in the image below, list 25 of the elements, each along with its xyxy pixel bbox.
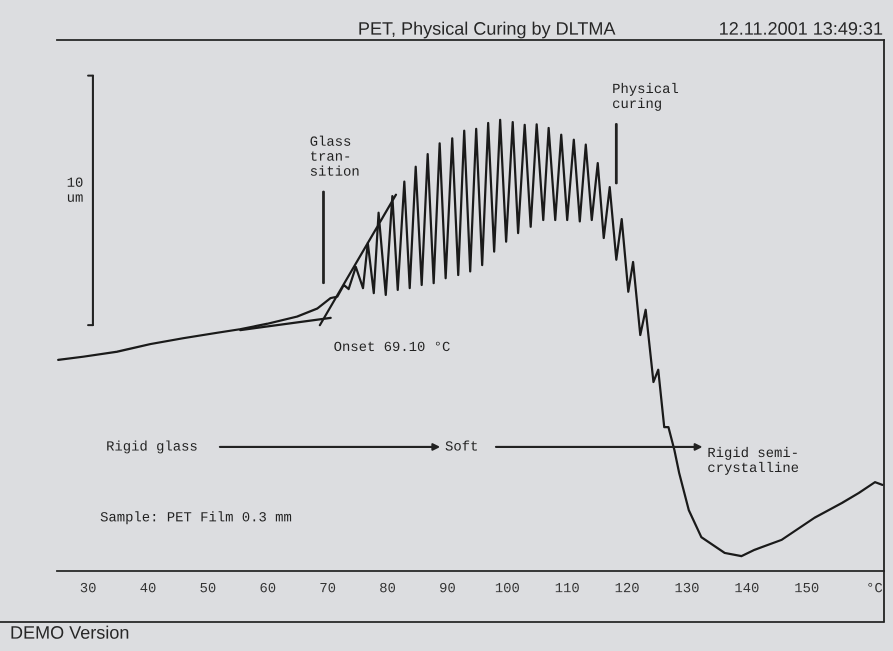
x-tick-label: 60 <box>260 582 276 592</box>
annotation: Rigid glass <box>107 440 197 454</box>
annotation: Rigid semi- crystalline <box>708 446 798 475</box>
annotation: 10 um <box>68 178 83 202</box>
x-tick-label: 90 <box>440 582 455 592</box>
annotation: Sample: PET Film 0.3 mm <box>100 511 292 524</box>
x-tick-label: 140 <box>735 582 759 592</box>
x-tick-label: 50 <box>200 582 216 592</box>
x-tick-label: 70 <box>320 582 336 592</box>
x-tick-label: 150 <box>795 582 818 592</box>
x-tick-label: 30 <box>80 582 96 592</box>
x-tick-label: 120 <box>616 582 639 592</box>
x-tick-label: 80 <box>380 582 396 592</box>
text: Physical curing <box>613 82 678 111</box>
x-tick-label: °C <box>868 582 882 592</box>
x-tick-label: 100 <box>496 582 519 592</box>
text: DEMO Version <box>11 626 128 639</box>
annotation: Glass tran- sition <box>310 136 358 176</box>
annotation: Onset 69.10 °C <box>334 342 450 352</box>
x-tick-label: 130 <box>675 582 699 592</box>
chart-title: PET, Physical Curing by DLTMA <box>359 22 616 38</box>
annotation: Soft <box>446 440 477 451</box>
text: 12.11.2001 13:49:31 <box>720 22 882 35</box>
x-tick-label: 110 <box>556 582 579 592</box>
x-tick-label: 40 <box>140 582 156 592</box>
